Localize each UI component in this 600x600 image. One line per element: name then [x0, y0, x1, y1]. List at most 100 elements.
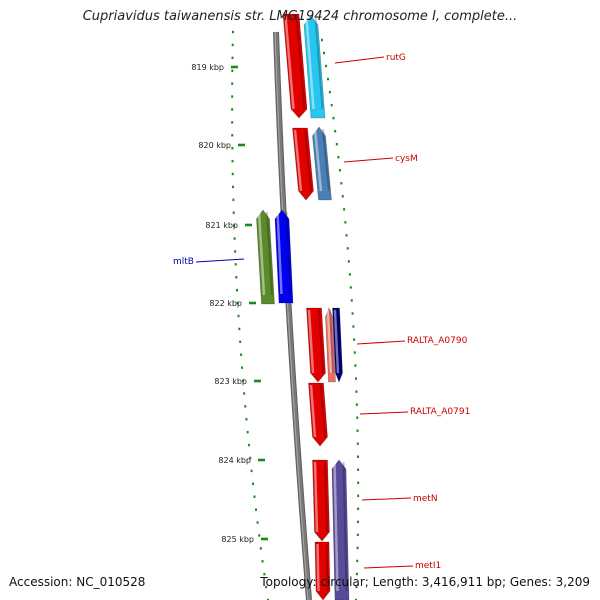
gene-name: RALTA_A0791: [410, 407, 470, 417]
track-dot: [337, 156, 340, 159]
outer-dot-track: [321, 38, 360, 600]
dot-tracks: [231, 30, 360, 600]
track-dot: [355, 403, 358, 406]
track-dot: [346, 247, 349, 250]
track-dot: [323, 51, 326, 55]
inner-dot-track: [231, 30, 269, 600]
track-dot: [356, 416, 359, 419]
tick-label: 820 kbp: [198, 141, 231, 150]
gene-label-rutg[interactable]: rutG: [334, 53, 406, 64]
gene-label-ralta-a0791[interactable]: RALTA_A0791: [359, 407, 470, 417]
gene-label-cysm[interactable]: cysM: [343, 154, 418, 164]
gene-label-meti1[interactable]: metI1: [363, 561, 441, 571]
gene-name: cysM: [395, 154, 418, 164]
track-dot: [327, 77, 330, 81]
track-dot: [231, 56, 234, 60]
track-dot: [356, 533, 359, 537]
track-dot: [356, 455, 359, 458]
track-dot: [233, 237, 236, 240]
track-dot: [235, 276, 238, 279]
gene-arrow-green[interactable]: [256, 209, 275, 305]
leader-line: [343, 157, 394, 163]
tick-mark: [238, 143, 245, 147]
track-dot: [355, 390, 358, 393]
tick-label: 821 kbp: [205, 221, 238, 230]
track-dot: [241, 366, 244, 369]
track-dot: [321, 38, 323, 42]
track-dot: [357, 481, 360, 484]
track-dot: [240, 353, 243, 356]
track-dot: [232, 211, 235, 214]
gene-arrow-red-4[interactable]: [308, 382, 328, 447]
track-dot: [236, 288, 239, 292]
track-dot: [356, 559, 359, 563]
leader-line: [356, 340, 406, 345]
track-dot: [231, 43, 234, 47]
track-dot: [340, 182, 343, 185]
gene-arrow-red-3[interactable]: [306, 307, 326, 383]
track-dot: [234, 263, 237, 266]
gene-arrow-mltb[interactable]: [274, 209, 294, 304]
leader-line: [195, 258, 245, 263]
gene-name: metI1: [415, 561, 441, 571]
track-dot: [239, 340, 242, 344]
track-dot: [345, 234, 348, 237]
track-dot: [233, 224, 236, 227]
track-dot: [325, 64, 328, 68]
track-dot: [354, 377, 357, 380]
tick-label: 822 kbp: [209, 299, 242, 308]
track-dot: [330, 103, 333, 107]
tick-marks: 819 kbp 820 kbp 821 kbp 822 kbp 823 kbp 824 k…: [191, 63, 268, 544]
track-dot: [231, 172, 234, 176]
track-dot: [354, 364, 357, 367]
gene-label-metn[interactable]: metN: [361, 494, 438, 504]
track-dot: [247, 443, 250, 447]
tick-label: 825 kbp: [221, 535, 254, 544]
gene-label-mltb[interactable]: mltB: [173, 257, 245, 267]
gene-arrow-salmon[interactable]: [325, 307, 336, 383]
track-dot: [332, 116, 335, 120]
gene-arrow-red-1[interactable]: [282, 13, 308, 119]
leader-line: [361, 497, 412, 501]
track-dot: [246, 430, 249, 434]
track-dot: [231, 159, 234, 163]
track-dot: [249, 456, 252, 460]
gene-arrow-red-6[interactable]: [314, 541, 331, 600]
track-dot: [255, 508, 258, 511]
leader-line: [363, 565, 414, 569]
track-dot: [238, 327, 241, 331]
track-dot: [259, 547, 262, 550]
track-dot: [261, 560, 264, 563]
gene-arrow-ralta-a0790[interactable]: [332, 307, 343, 383]
track-dot: [267, 598, 269, 600]
track-dot: [328, 90, 331, 94]
tick-mark: [231, 65, 238, 69]
gene-arrow-rutg[interactable]: [303, 15, 326, 119]
track-dot: [356, 520, 359, 524]
track-dot: [353, 338, 356, 341]
tick-mark: [258, 458, 265, 462]
track-dot: [256, 521, 259, 524]
track-dot: [357, 468, 360, 471]
tick-label: 823 kbp: [214, 377, 247, 386]
track-dot: [338, 169, 341, 172]
gene-arrow-red-2[interactable]: [292, 127, 314, 201]
track-dot: [232, 185, 235, 189]
track-dot: [351, 312, 354, 315]
track-dot: [356, 546, 359, 550]
gene-name: mltB: [173, 257, 194, 267]
leader-line: [359, 411, 409, 415]
track-dot: [250, 469, 253, 473]
track-dot: [242, 379, 245, 382]
gene-arrow-metn[interactable]: [331, 459, 350, 600]
gene-arrow-cysm[interactable]: [312, 126, 332, 201]
tick-label: 819 kbp: [191, 63, 224, 72]
track-dot: [347, 260, 350, 263]
gene-label-ralta-a0790[interactable]: RALTA_A0790: [356, 336, 468, 346]
track-dot: [231, 146, 234, 150]
track-dot: [236, 301, 239, 305]
gene-arrow-red-5[interactable]: [312, 459, 330, 542]
track-dot: [355, 598, 357, 600]
track-dot: [231, 95, 234, 98]
